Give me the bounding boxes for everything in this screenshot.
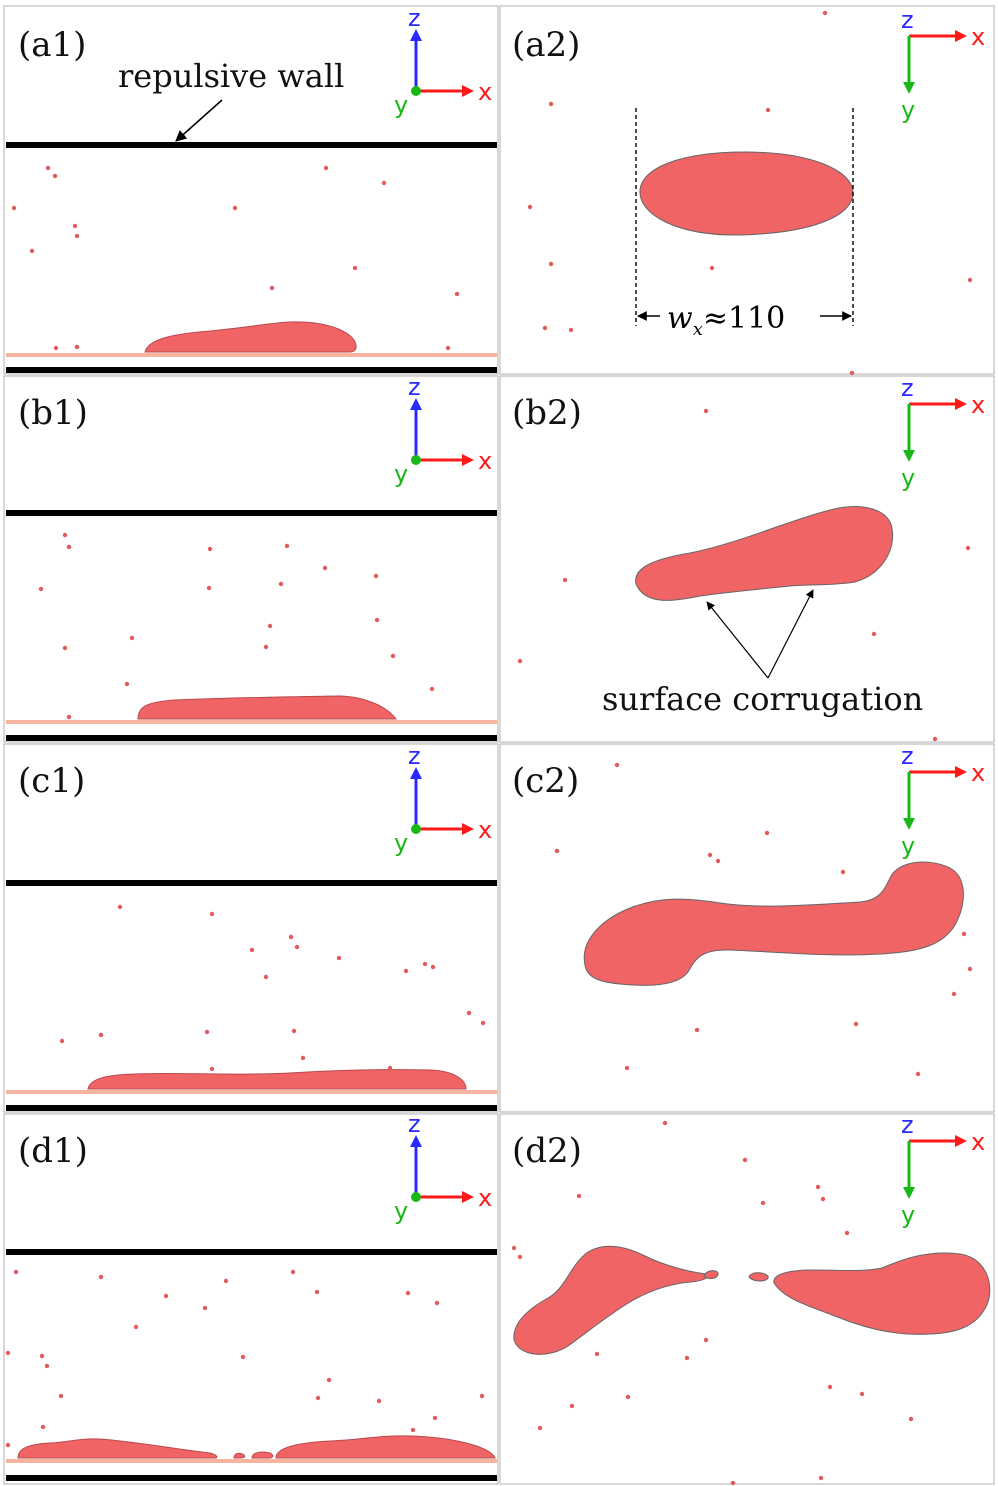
- y-axis-arrow-head: [903, 818, 915, 830]
- panel-frames: [3, 5, 995, 1485]
- vapor-particles: [59, 904, 486, 1072]
- y-axis-label: y: [394, 91, 408, 119]
- panel-b1: (b1): [6, 393, 497, 741]
- axis-triad-top: z x y: [901, 1111, 985, 1229]
- y-axis-dot: [411, 86, 421, 96]
- surface-corrugation-label: surface corrugation: [602, 680, 923, 718]
- z-axis-label: z: [901, 6, 914, 34]
- y-axis-label: y: [901, 1201, 915, 1229]
- y-axis-dot: [411, 1192, 421, 1202]
- panel-b2: (b2) surface corrugation: [512, 393, 971, 742]
- droplet-fragment: [233, 1452, 246, 1459]
- z-axis-label: z: [901, 374, 914, 402]
- droplet-top: [639, 151, 854, 236]
- panel-label-c2: (c2): [512, 761, 579, 801]
- z-axis-label: z: [408, 1110, 421, 1138]
- z-axis-label: z: [901, 742, 914, 770]
- droplet-fragment: [251, 1451, 274, 1459]
- x-axis-arrow-head: [462, 1191, 474, 1203]
- y-axis-label: y: [901, 96, 915, 124]
- z-axis-arrow-head: [410, 1135, 422, 1147]
- repulsive-wall-label: repulsive wall: [118, 57, 344, 95]
- x-axis-label: x: [971, 23, 985, 51]
- vapor-particles: [11, 165, 460, 351]
- droplet-top-right: [773, 1252, 991, 1335]
- y-axis-label: y: [394, 460, 408, 488]
- droplet-side-right: [275, 1435, 496, 1459]
- x-axis-label: x: [478, 447, 492, 475]
- y-axis-label: y: [394, 1197, 408, 1225]
- x-axis-label: x: [478, 78, 492, 106]
- droplet-side: [87, 1069, 467, 1090]
- x-axis-arrow-head: [955, 30, 967, 42]
- corrugation-arrow-left: [706, 601, 769, 679]
- x-axis-label: x: [971, 391, 985, 419]
- y-axis-dot: [411, 824, 421, 834]
- z-axis-label: z: [408, 373, 421, 401]
- x-axis-label: x: [971, 759, 985, 787]
- panel-c2: (c2): [512, 761, 973, 1077]
- vapor-particles: [511, 1120, 914, 1486]
- droplet-top: [635, 506, 894, 601]
- panel-c1: (c1): [6, 761, 497, 1111]
- width-label: wx≈110: [667, 301, 785, 340]
- y-axis-arrow-head: [903, 1187, 915, 1199]
- axis-triad-top: z x y: [901, 374, 985, 492]
- panel-d1: (d1): [5, 1131, 497, 1481]
- z-axis-label: z: [408, 4, 421, 32]
- vapor-particles: [517, 408, 971, 742]
- axis-triad-side: z x y: [394, 1110, 492, 1225]
- droplet-side: [144, 321, 357, 353]
- y-axis-dot: [411, 455, 421, 465]
- x-axis-label: x: [478, 1184, 492, 1212]
- x-axis-arrow-head: [955, 766, 967, 778]
- x-axis-label: x: [971, 1128, 985, 1156]
- panel-label-c1: (c1): [18, 761, 85, 801]
- x-axis-label: x: [478, 816, 492, 844]
- z-axis-label: z: [408, 742, 421, 770]
- corrugation-arrow-right: [767, 589, 814, 679]
- panel-label-b2: (b2): [512, 393, 582, 433]
- droplet-fragment: [703, 1270, 719, 1280]
- axis-triad-side: z x y: [394, 4, 492, 119]
- panel-a2: (a2) wx≈110: [512, 10, 973, 376]
- vapor-particles: [5, 1269, 485, 1448]
- y-axis-arrow-head: [903, 82, 915, 94]
- panel-label-d2: (d2): [512, 1131, 582, 1171]
- droplet-top: [583, 861, 964, 986]
- repulsive-wall-arrow: [175, 99, 223, 142]
- y-axis-label: y: [901, 832, 915, 860]
- droplet-fragment: [748, 1272, 769, 1282]
- vapor-particles: [38, 532, 435, 720]
- droplet-side-left: [17, 1438, 218, 1459]
- axis-triad-top: z x y: [901, 6, 985, 124]
- x-axis-arrow-head: [462, 454, 474, 466]
- y-axis-label: y: [901, 464, 915, 492]
- panel-label-a2: (a2): [512, 25, 580, 65]
- panel-label-d1: (d1): [18, 1131, 88, 1171]
- x-axis-arrow-head: [462, 85, 474, 97]
- z-axis-arrow-head: [410, 29, 422, 41]
- coordinate-triads: z x y z x y z x y z x y z x y z x y z x y z x y: [394, 4, 985, 1229]
- panel-a1: (a1) repulsive wall: [6, 25, 497, 373]
- panel-label-a1: (a1): [18, 25, 86, 65]
- droplet-side: [137, 695, 397, 720]
- axis-triad-top: z x y: [901, 742, 985, 860]
- y-axis-arrow-head: [903, 450, 915, 462]
- z-axis-arrow-head: [410, 398, 422, 410]
- z-axis-arrow-head: [410, 767, 422, 779]
- y-axis-label: y: [394, 829, 408, 857]
- x-axis-arrow-head: [955, 1135, 967, 1147]
- z-axis-label: z: [901, 1111, 914, 1139]
- droplet-top-left: [513, 1245, 709, 1355]
- vapor-particles: [527, 10, 973, 376]
- panel-d2: (d2): [511, 1120, 991, 1486]
- x-axis-arrow-head: [955, 398, 967, 410]
- panel-label-b1: (b1): [18, 393, 88, 433]
- axis-triad-side: z x y: [394, 373, 492, 488]
- x-axis-arrow-head: [462, 823, 474, 835]
- axis-triad-side: z x y: [394, 742, 492, 857]
- vapor-particles: [554, 762, 973, 1077]
